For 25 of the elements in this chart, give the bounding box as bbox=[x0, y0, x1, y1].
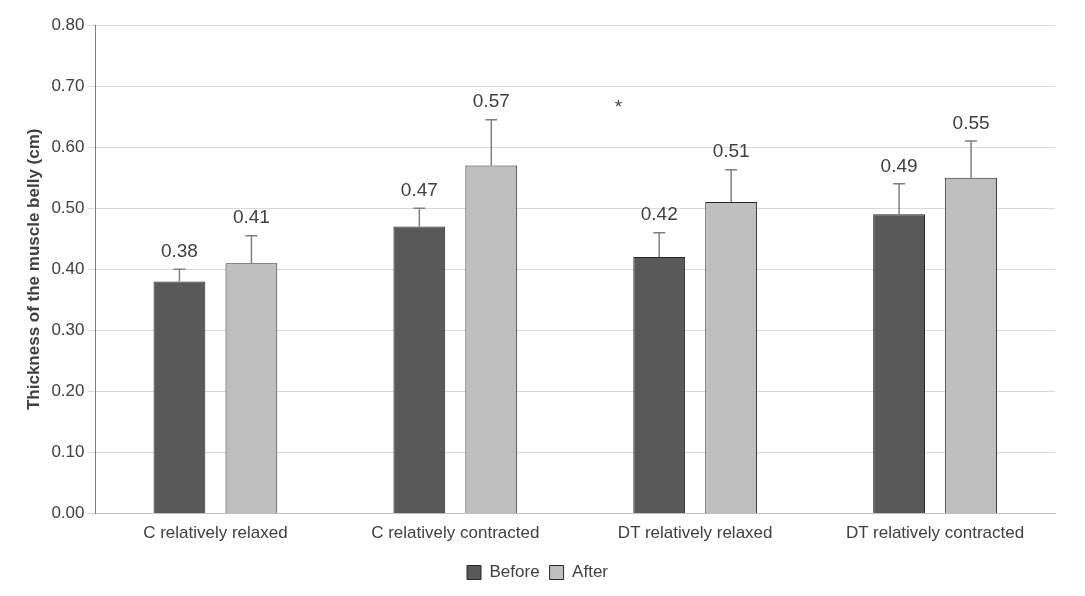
data-label: 0.38 bbox=[160, 240, 198, 262]
data-label: 0.47 bbox=[400, 178, 438, 200]
annotation: * bbox=[614, 96, 623, 118]
y-tick-label: 0.70 bbox=[51, 75, 85, 95]
y-tick-label: 0.60 bbox=[51, 136, 85, 156]
data-label: 0.41 bbox=[232, 206, 270, 228]
y-tick-label: 0.30 bbox=[51, 320, 85, 340]
legend-label: After bbox=[572, 562, 609, 582]
y-tick-label: 0.50 bbox=[51, 197, 85, 217]
y-tick-label: 0.20 bbox=[51, 381, 85, 401]
data-label: 0.51 bbox=[712, 140, 750, 162]
x-tick-label: DT relatively contracted bbox=[845, 523, 1025, 543]
x-tick-label: C relatively contracted bbox=[371, 523, 540, 543]
x-tick-label: DT relatively relaxed bbox=[617, 523, 773, 543]
legend-label: Before bbox=[489, 562, 540, 582]
x-tick-label: C relatively relaxed bbox=[143, 523, 288, 543]
y-axis-title: Thickness of the muscle belly (cm) bbox=[23, 128, 43, 411]
data-label: 0.57 bbox=[472, 90, 510, 112]
data-label: 0.49 bbox=[880, 154, 918, 176]
y-tick-label: 0.10 bbox=[51, 442, 85, 462]
y-tick-label: 0.00 bbox=[51, 503, 85, 523]
y-tick-label: 0.40 bbox=[51, 258, 85, 278]
data-label: 0.55 bbox=[952, 111, 990, 133]
data-label: 0.42 bbox=[640, 203, 678, 225]
y-tick-label: 0.80 bbox=[51, 14, 85, 34]
